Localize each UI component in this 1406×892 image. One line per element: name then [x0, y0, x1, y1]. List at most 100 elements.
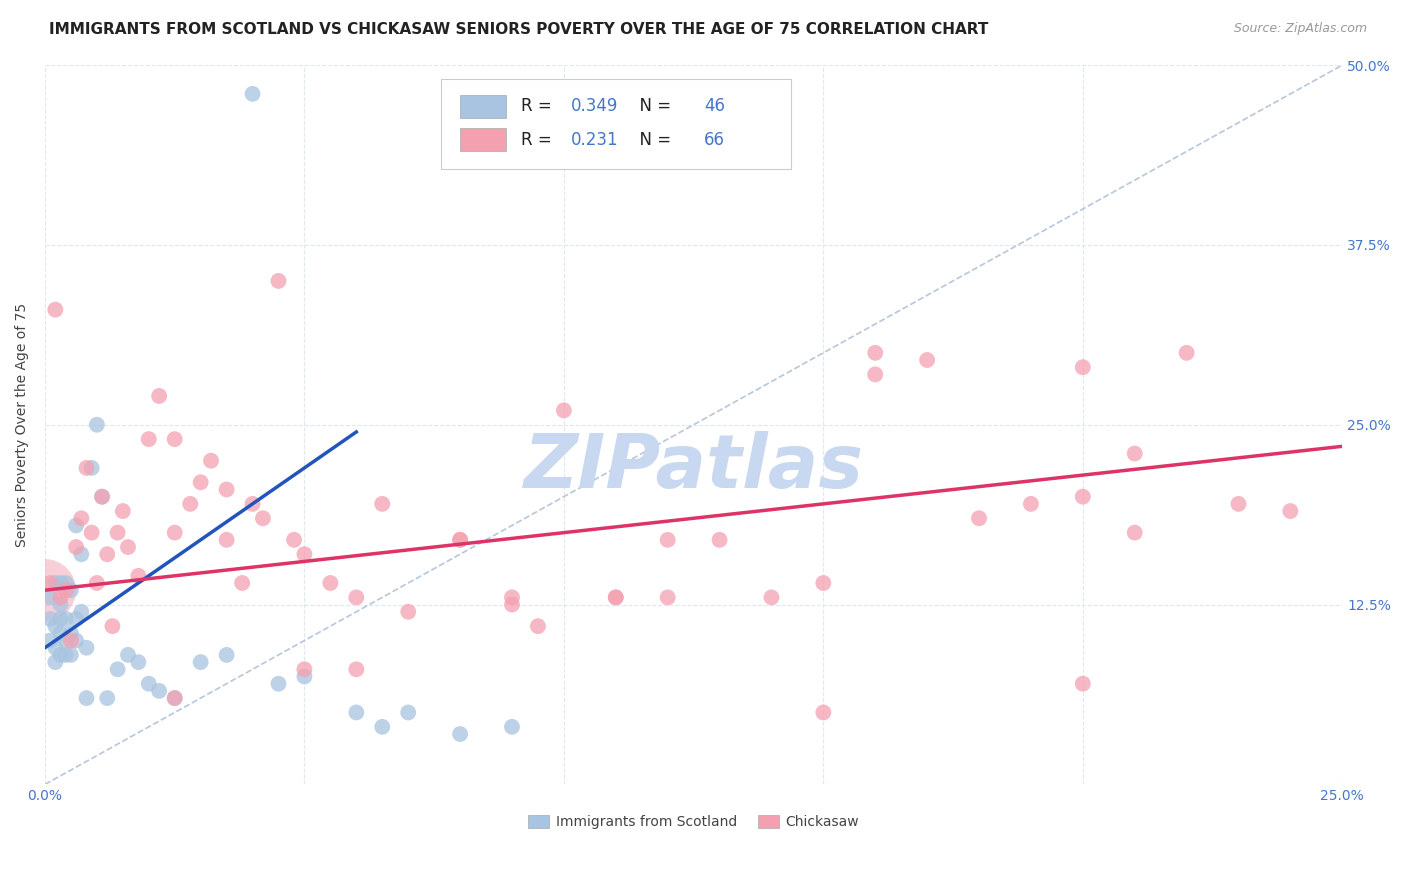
FancyBboxPatch shape [460, 95, 506, 118]
Point [242, 87, 264, 101]
Text: IMMIGRANTS FROM SCOTLAND VS CHICKASAW SENIORS POVERTY OVER THE AGE OF 75 CORRELA: IMMIGRANTS FROM SCOTLAND VS CHICKASAW SE… [49, 22, 988, 37]
Point [396, 605, 419, 619]
Point [371, 720, 394, 734]
Point [55, 648, 77, 662]
Point [319, 576, 342, 591]
Point [1019, 497, 1042, 511]
Point [39, 576, 62, 591]
Point [605, 591, 627, 605]
Point [76, 461, 98, 475]
Point [1279, 504, 1302, 518]
Point [117, 648, 139, 662]
Point [65, 612, 87, 626]
Point [200, 453, 222, 467]
Point [55, 633, 77, 648]
Point [163, 525, 186, 540]
Point [107, 525, 129, 540]
Point [148, 389, 170, 403]
Point [915, 353, 938, 368]
Point [231, 576, 253, 591]
Point [657, 533, 679, 547]
Point [242, 497, 264, 511]
Point [813, 576, 835, 591]
Point [148, 684, 170, 698]
Y-axis label: Seniors Poverty Over the Age of 75: Seniors Poverty Over the Age of 75 [15, 302, 30, 547]
Point [501, 591, 523, 605]
Point [49, 598, 72, 612]
FancyBboxPatch shape [440, 79, 792, 169]
Point [813, 706, 835, 720]
FancyBboxPatch shape [460, 128, 506, 152]
Point [96, 547, 118, 561]
Point [267, 274, 290, 288]
Point [709, 533, 731, 547]
Point [1123, 446, 1146, 460]
Point [59, 633, 82, 648]
Point [294, 669, 316, 683]
Point [1071, 490, 1094, 504]
Text: 0.231: 0.231 [571, 131, 619, 149]
Point [76, 691, 98, 706]
Point [179, 497, 201, 511]
Point [553, 403, 575, 417]
Point [605, 591, 627, 605]
Point [111, 504, 134, 518]
Point [344, 591, 367, 605]
Point [49, 591, 72, 605]
Point [294, 662, 316, 676]
Point [344, 662, 367, 676]
Point [127, 569, 149, 583]
Text: R =: R = [522, 131, 557, 149]
Point [1071, 676, 1094, 690]
Point [49, 576, 72, 591]
Point [44, 655, 66, 669]
Point [65, 518, 87, 533]
Point [501, 720, 523, 734]
Point [761, 591, 783, 605]
Point [96, 691, 118, 706]
Point [55, 612, 77, 626]
Point [80, 461, 103, 475]
Point [396, 706, 419, 720]
Point [344, 706, 367, 720]
Point [163, 691, 186, 706]
Text: R =: R = [522, 97, 557, 115]
Point [49, 648, 72, 662]
Point [65, 633, 87, 648]
Text: 66: 66 [704, 131, 725, 149]
Point [107, 662, 129, 676]
Point [267, 676, 290, 690]
Point [252, 511, 274, 525]
Point [138, 676, 160, 690]
Point [70, 605, 93, 619]
Point [39, 591, 62, 605]
Point [527, 619, 550, 633]
Point [283, 533, 305, 547]
Text: ZIPatlas: ZIPatlas [523, 432, 863, 504]
Point [1071, 360, 1094, 375]
Point [163, 432, 186, 446]
Point [1123, 525, 1146, 540]
Point [127, 655, 149, 669]
Point [215, 533, 238, 547]
Point [76, 640, 98, 655]
Text: N =: N = [628, 131, 676, 149]
Point [44, 619, 66, 633]
Point [91, 490, 114, 504]
Text: 0.349: 0.349 [571, 97, 617, 115]
Point [190, 655, 212, 669]
Point [80, 525, 103, 540]
Point [91, 490, 114, 504]
Point [865, 346, 887, 360]
Point [49, 626, 72, 640]
Point [70, 547, 93, 561]
Point [215, 648, 238, 662]
Point [449, 533, 471, 547]
Point [501, 598, 523, 612]
Text: 46: 46 [704, 97, 725, 115]
Point [215, 483, 238, 497]
Point [190, 475, 212, 490]
Point [101, 619, 124, 633]
Point [59, 626, 82, 640]
Point [44, 640, 66, 655]
